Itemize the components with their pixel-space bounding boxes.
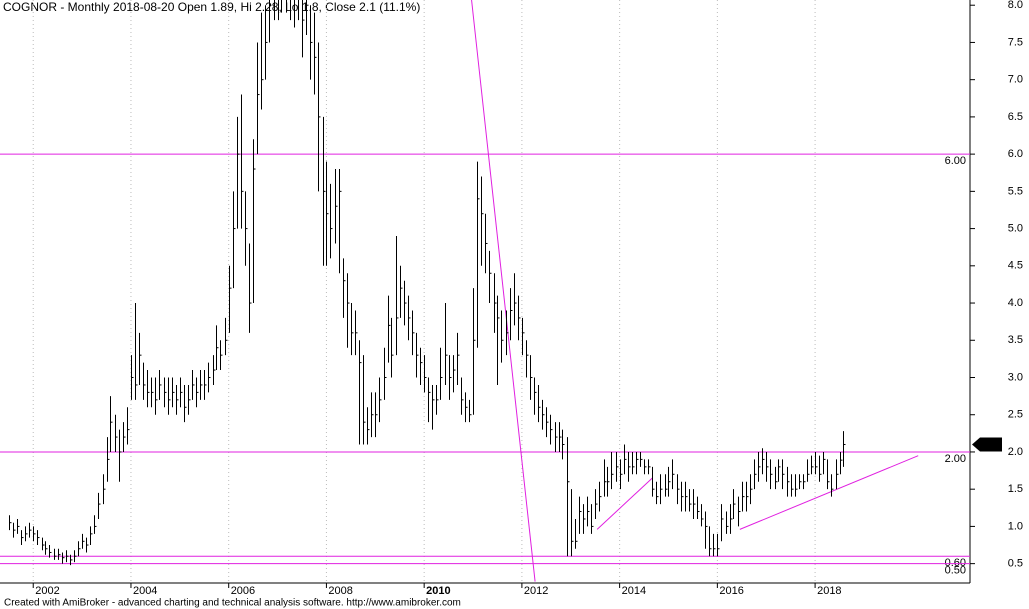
y-tick-label: 0.5 <box>1008 558 1023 570</box>
y-tick-label: 1.5 <box>1008 483 1023 495</box>
x-tick-label: 2012 <box>524 585 548 597</box>
y-tick-label: 7.5 <box>1008 36 1023 48</box>
x-tick-label: 2004 <box>133 585 157 597</box>
trend-line <box>739 455 919 530</box>
y-tick-label: 3.5 <box>1008 334 1023 346</box>
y-tick-label: 1.0 <box>1008 520 1023 532</box>
x-tick-label: 2006 <box>231 585 255 597</box>
x-tick-label: 2008 <box>328 585 352 597</box>
x-tick-label: 2016 <box>719 585 743 597</box>
y-tick-label: 5.0 <box>1008 222 1023 234</box>
x-tick-label: 2002 <box>35 585 59 597</box>
y-tick-label: 6.0 <box>1008 148 1023 160</box>
horizontal-line-label: 2.00 <box>945 453 966 465</box>
horizontal-line-label: 0.60 <box>945 557 966 569</box>
y-tick-label: 7.0 <box>1008 74 1023 86</box>
y-tick-label: 4.0 <box>1008 297 1023 309</box>
y-tick-label: 8.0 <box>1008 0 1023 11</box>
y-tick-label: 2.5 <box>1008 409 1023 421</box>
y-tick-label: 3.0 <box>1008 371 1023 383</box>
last-price-tag <box>972 437 1002 452</box>
trend-line <box>596 477 653 530</box>
y-tick-label: 6.5 <box>1008 111 1023 123</box>
horizontal-line-label: 6.00 <box>945 155 966 167</box>
x-tick-label: 2010 <box>426 585 450 597</box>
last-price-label: 2.1 <box>983 438 998 450</box>
chart-title: COGNOR - Monthly 2018-08-20 Open 1.89, H… <box>3 0 420 14</box>
x-tick-label: 2018 <box>817 585 841 597</box>
x-tick-label: 2014 <box>622 585 646 597</box>
footer: Created with AmiBroker - advanced charti… <box>4 598 461 609</box>
y-tick-label: 4.5 <box>1008 260 1023 272</box>
horizontal-line-label: 0.50 <box>945 565 966 577</box>
y-tick-label: 5.5 <box>1008 185 1023 197</box>
y-tick-label: 2.0 <box>1008 446 1023 458</box>
trend-line <box>471 0 536 582</box>
